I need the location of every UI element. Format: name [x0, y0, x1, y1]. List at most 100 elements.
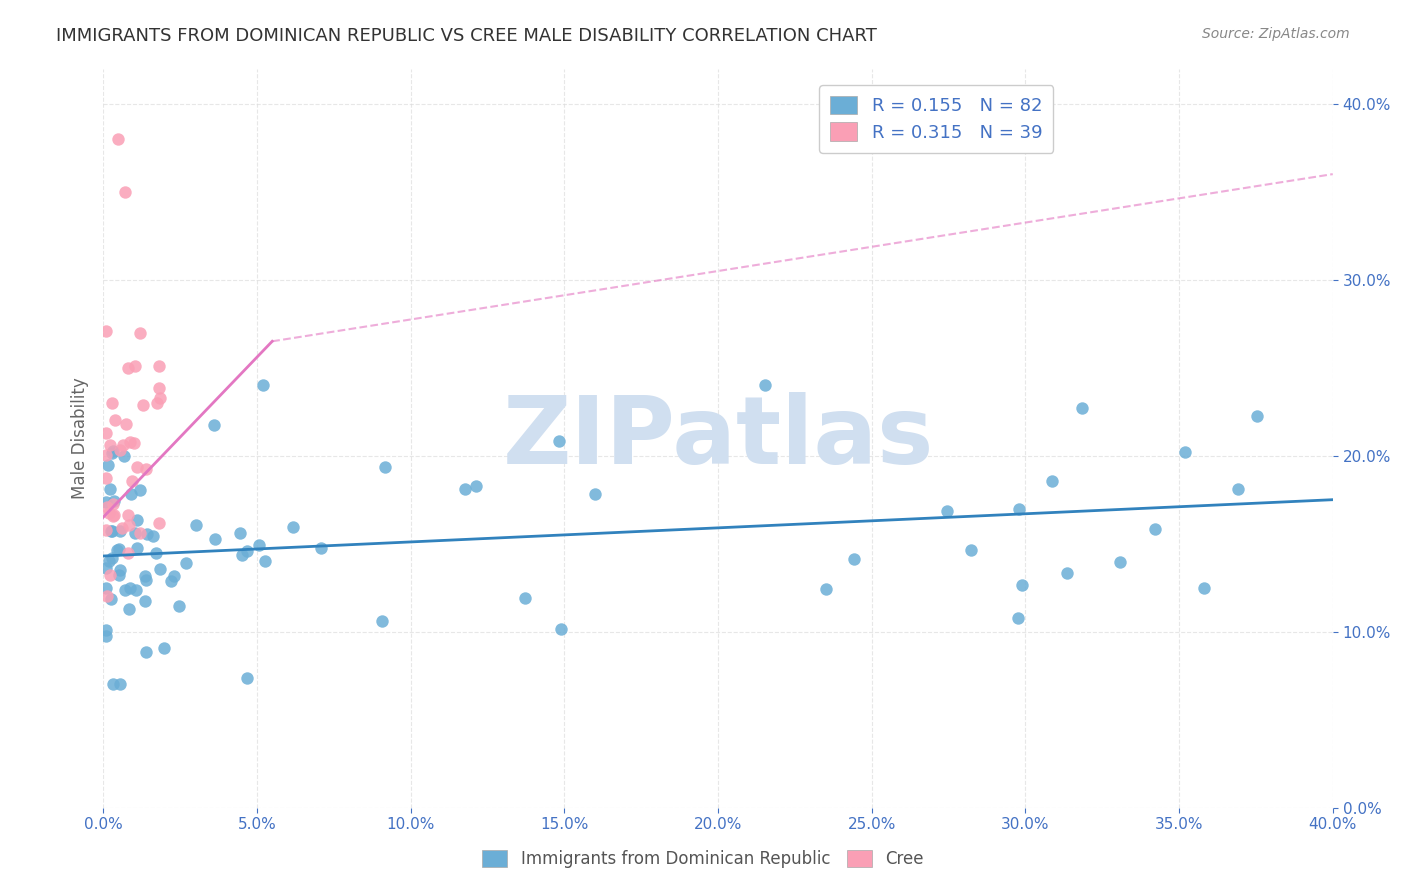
Point	[118, 517, 141, 532]
Point	[129, 326, 152, 340]
Point	[132, 398, 155, 412]
Point	[135, 645, 157, 659]
Point	[96, 629, 118, 643]
Point	[1174, 445, 1197, 459]
Point	[754, 378, 776, 392]
Point	[98, 553, 121, 567]
Point	[96, 471, 118, 485]
Point	[134, 594, 156, 608]
Point	[236, 544, 259, 558]
Point	[96, 561, 118, 575]
Point	[1011, 578, 1033, 592]
Point	[125, 513, 148, 527]
Point	[1246, 409, 1268, 423]
Point	[204, 533, 226, 547]
Point	[1194, 581, 1216, 595]
Point	[169, 599, 191, 614]
Point	[202, 417, 225, 432]
Point	[97, 458, 120, 472]
Point	[235, 671, 257, 685]
Point	[100, 524, 122, 539]
Point	[370, 615, 392, 629]
Point	[108, 563, 131, 577]
Point	[550, 622, 572, 636]
Point	[104, 413, 127, 427]
Point	[117, 360, 139, 375]
Point	[111, 438, 134, 452]
Point	[101, 396, 124, 410]
Point	[96, 581, 118, 595]
Point	[135, 527, 157, 541]
Point	[118, 582, 141, 596]
Point	[960, 542, 983, 557]
Point	[464, 479, 486, 493]
Point	[103, 508, 125, 522]
Point	[844, 552, 866, 566]
Point	[548, 434, 571, 449]
Point	[120, 486, 142, 500]
Point	[108, 677, 131, 691]
Legend: R = 0.155   N = 82, R = 0.315   N = 39: R = 0.155 N = 82, R = 0.315 N = 39	[820, 85, 1053, 153]
Point	[184, 517, 207, 532]
Point	[1226, 482, 1249, 496]
Point	[96, 494, 118, 508]
Point	[96, 623, 118, 637]
Point	[1070, 401, 1092, 415]
Point	[96, 324, 118, 338]
Point	[247, 538, 270, 552]
Text: ZIPatlas: ZIPatlas	[502, 392, 934, 484]
Point	[111, 521, 134, 535]
Point	[159, 574, 181, 588]
Point	[121, 474, 143, 488]
Point	[815, 582, 838, 596]
Point	[1143, 522, 1166, 536]
Point	[1008, 502, 1031, 516]
Point	[96, 426, 118, 441]
Point	[108, 568, 131, 582]
Point	[96, 500, 118, 514]
Point	[98, 482, 121, 496]
Legend: Immigrants from Dominican Republic, Cree: Immigrants from Dominican Republic, Cree	[475, 843, 931, 875]
Point	[124, 359, 146, 374]
Point	[100, 524, 122, 539]
Point	[117, 508, 139, 522]
Point	[107, 132, 129, 146]
Point	[112, 449, 135, 463]
Point	[101, 497, 124, 511]
Point	[454, 482, 477, 496]
Point	[148, 516, 170, 531]
Point	[103, 493, 125, 508]
Point	[114, 185, 136, 199]
Point	[96, 523, 118, 537]
Point	[114, 582, 136, 597]
Point	[101, 444, 124, 458]
Point	[163, 568, 186, 582]
Point	[128, 483, 150, 497]
Point	[148, 381, 170, 395]
Point	[129, 525, 152, 540]
Point	[153, 640, 176, 655]
Point	[100, 591, 122, 606]
Point	[127, 541, 149, 555]
Point	[134, 574, 156, 588]
Point	[105, 542, 128, 557]
Point	[135, 462, 157, 476]
Point	[1108, 555, 1130, 569]
Point	[122, 436, 145, 450]
Point	[146, 396, 169, 410]
Point	[110, 442, 132, 457]
Point	[253, 554, 276, 568]
Point	[309, 541, 332, 556]
Point	[118, 602, 141, 616]
Point	[98, 567, 121, 582]
Point	[103, 677, 125, 691]
Point	[115, 417, 138, 431]
Point	[513, 591, 536, 605]
Point	[935, 504, 957, 518]
Point	[149, 562, 172, 576]
Text: IMMIGRANTS FROM DOMINICAN REPUBLIC VS CREE MALE DISABILITY CORRELATION CHART: IMMIGRANTS FROM DOMINICAN REPUBLIC VS CR…	[56, 27, 877, 45]
Point	[149, 391, 172, 405]
Y-axis label: Male Disability: Male Disability	[72, 377, 89, 499]
Point	[101, 551, 124, 566]
Point	[98, 438, 121, 452]
